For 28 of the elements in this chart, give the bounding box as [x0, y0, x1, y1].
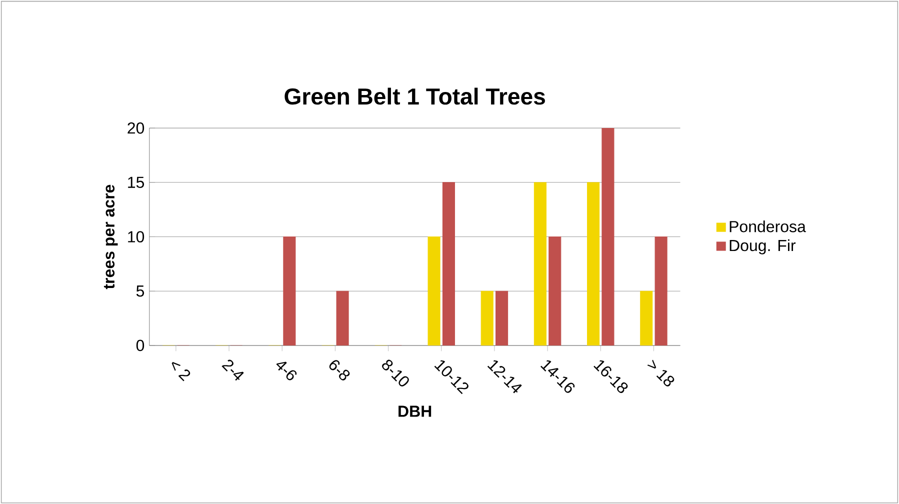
- x-tick-label: 6-8: [329, 360, 350, 380]
- y-tick-label: 5: [136, 285, 144, 297]
- bar: [654, 236, 668, 346]
- x-tick-label: < 2: [172, 362, 190, 382]
- x-axis-title: DBH: [398, 406, 432, 417]
- x-tick-label: 2-4: [222, 360, 244, 381]
- legend-label: Doug. Fir: [730, 239, 796, 254]
- x-tick-label: 4-6: [276, 362, 297, 380]
- bar: [496, 290, 508, 346]
- y-axis-title: trees per acre: [104, 184, 118, 289]
- bar: [587, 182, 600, 346]
- x-tick-label: 8-10: [382, 360, 409, 386]
- bar: [428, 236, 440, 346]
- bar: [534, 182, 546, 346]
- bar: [480, 290, 494, 346]
- bar: [548, 236, 562, 346]
- chart-title: Green Belt 1 Total Trees: [284, 88, 545, 105]
- legend-label: Ponderosa: [730, 220, 806, 232]
- x-tick-label: > 18: [647, 360, 674, 386]
- y-tick-label: 0: [136, 340, 144, 352]
- bar: [336, 290, 349, 346]
- y-tick-label: 15: [128, 176, 144, 188]
- bar: [602, 128, 614, 346]
- y-tick-label: 10: [128, 231, 144, 242]
- bar: [640, 290, 653, 346]
- bar: [283, 236, 296, 346]
- y-tick-label: 20: [128, 122, 144, 134]
- bar: [442, 182, 455, 346]
